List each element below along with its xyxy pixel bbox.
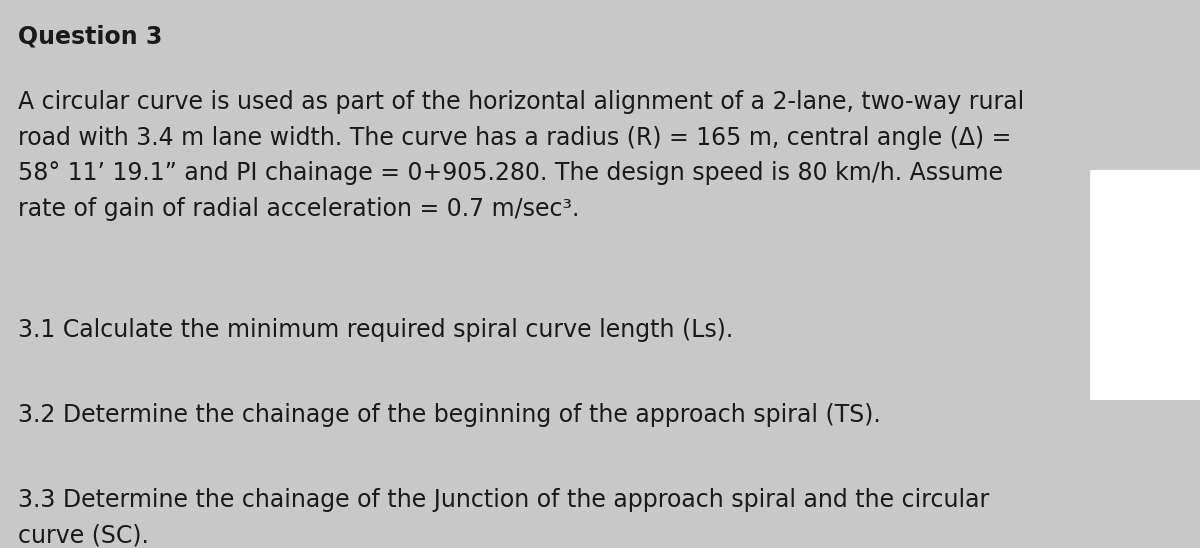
Text: 3.3 Determine the chainage of the Junction of the approach spiral and the circul: 3.3 Determine the chainage of the Juncti… <box>18 488 989 547</box>
Text: Question 3: Question 3 <box>18 25 162 49</box>
Bar <box>1090 170 1200 400</box>
Text: 3.2 Determine the chainage of the beginning of the approach spiral (TS).: 3.2 Determine the chainage of the beginn… <box>18 403 881 427</box>
Text: A circular curve is used as part of the horizontal alignment of a 2-lane, two-wa: A circular curve is used as part of the … <box>18 90 1025 221</box>
Text: 3.1 Calculate the minimum required spiral curve length (Ls).: 3.1 Calculate the minimum required spira… <box>18 318 733 342</box>
